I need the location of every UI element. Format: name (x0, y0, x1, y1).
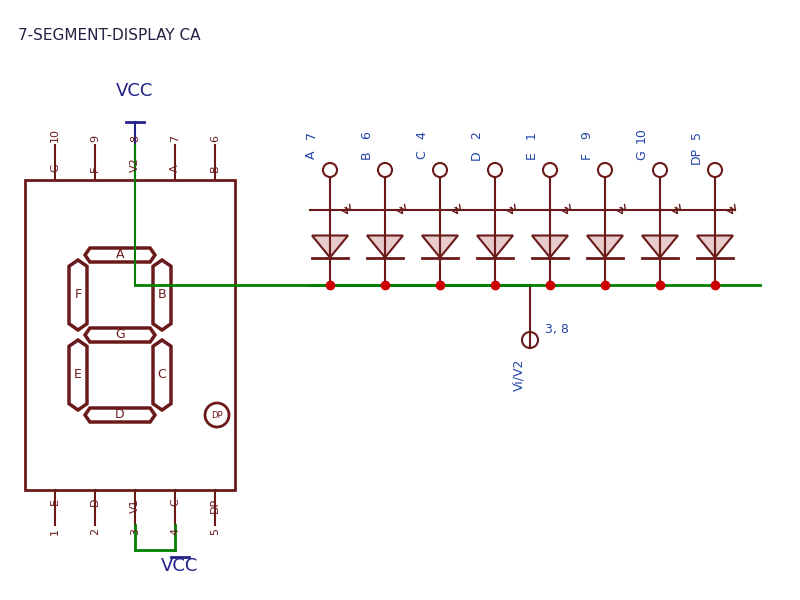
Text: C: C (415, 151, 428, 160)
Text: DP: DP (211, 410, 223, 419)
Polygon shape (367, 235, 403, 257)
Text: G: G (115, 329, 125, 341)
Text: C: C (170, 498, 180, 506)
Text: 4: 4 (415, 131, 428, 139)
Text: 1: 1 (50, 528, 60, 535)
Text: D: D (115, 409, 125, 421)
Text: 6: 6 (360, 131, 373, 139)
Text: D: D (470, 150, 483, 160)
Text: B: B (360, 151, 373, 160)
Text: DP: DP (210, 498, 220, 513)
Polygon shape (587, 235, 623, 257)
Text: F: F (74, 289, 82, 301)
Text: VCC: VCC (116, 82, 154, 100)
Polygon shape (477, 235, 513, 257)
Text: 7: 7 (305, 131, 318, 139)
Text: 10: 10 (635, 127, 648, 143)
Text: D: D (90, 498, 100, 506)
Polygon shape (312, 235, 348, 257)
Text: VCC: VCC (162, 557, 198, 575)
Text: E: E (50, 498, 60, 505)
Text: G: G (635, 150, 648, 160)
Text: F: F (90, 166, 100, 172)
Text: V1: V1 (130, 498, 140, 512)
Text: A: A (170, 164, 180, 172)
Text: 4: 4 (170, 528, 180, 535)
Text: 3, 8: 3, 8 (545, 323, 569, 337)
Polygon shape (697, 235, 733, 257)
Text: DP: DP (690, 146, 703, 164)
Polygon shape (642, 235, 678, 257)
Text: 5: 5 (690, 131, 703, 139)
Text: 1: 1 (525, 131, 538, 139)
Text: 6: 6 (210, 135, 220, 142)
Text: F: F (580, 151, 593, 158)
Text: 9: 9 (90, 135, 100, 142)
Text: 2: 2 (470, 131, 483, 139)
Bar (25, 180, 235, 490)
Text: E: E (525, 151, 538, 159)
Text: B: B (158, 289, 166, 301)
Text: A: A (305, 151, 318, 159)
Text: A: A (116, 248, 124, 262)
Text: 3: 3 (130, 528, 140, 535)
Text: 9: 9 (580, 131, 593, 139)
Text: G: G (50, 163, 60, 172)
Text: B: B (210, 164, 220, 172)
Text: 5: 5 (210, 528, 220, 535)
Text: 2: 2 (90, 528, 100, 535)
Text: V2: V2 (130, 157, 140, 172)
Text: 10: 10 (50, 128, 60, 142)
Polygon shape (532, 235, 568, 257)
Text: Vi/V2: Vi/V2 (512, 359, 525, 391)
Text: 7: 7 (170, 135, 180, 142)
Polygon shape (422, 235, 458, 257)
Text: 8: 8 (130, 135, 140, 142)
Text: C: C (158, 368, 166, 382)
Text: 7-SEGMENT-DISPLAY CA: 7-SEGMENT-DISPLAY CA (18, 28, 201, 43)
Text: E: E (74, 368, 82, 382)
